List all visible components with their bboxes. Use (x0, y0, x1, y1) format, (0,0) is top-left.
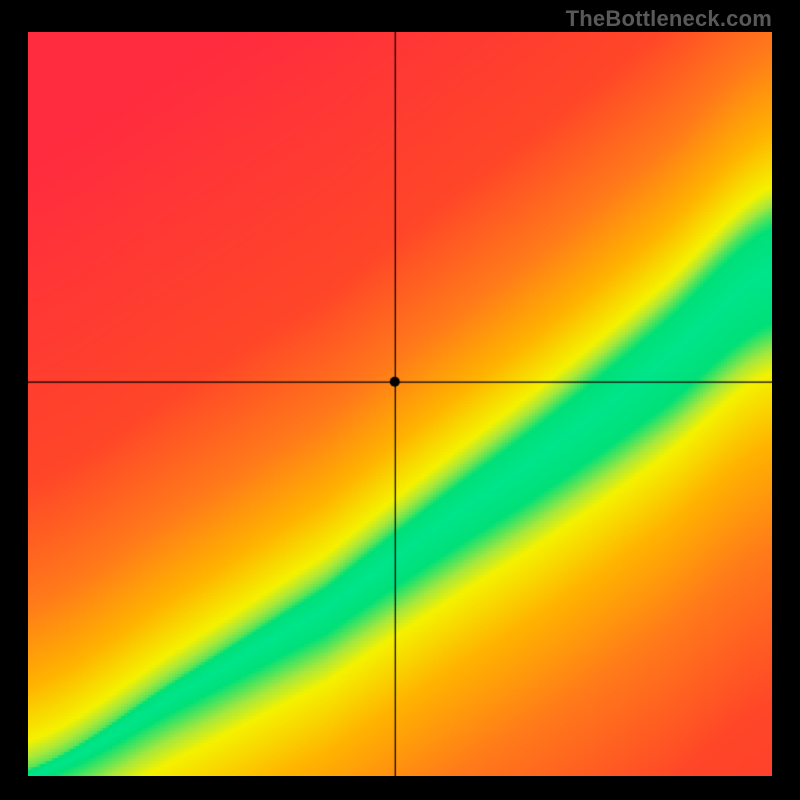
figure-frame: TheBottleneck.com (0, 0, 800, 800)
attribution-text: TheBottleneck.com (566, 6, 772, 32)
bottleneck-heatmap (28, 32, 772, 776)
